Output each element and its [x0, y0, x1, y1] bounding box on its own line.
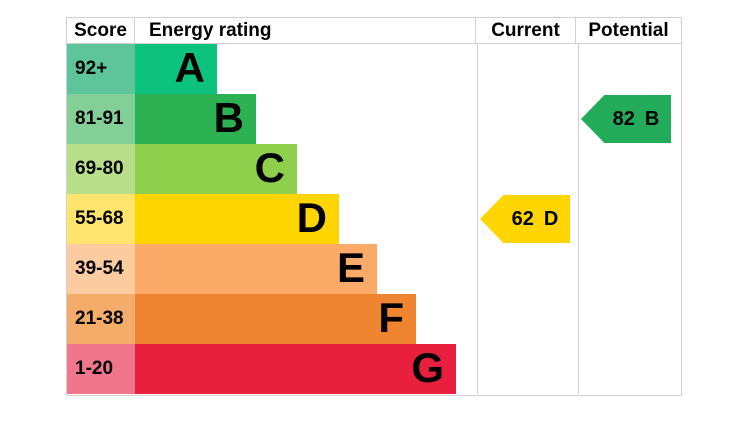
score-range-f: 21-38	[67, 294, 135, 344]
band-row-d: 55-68 D	[67, 194, 681, 244]
rating-letter-b: B	[213, 94, 244, 141]
rating-letter-e: E	[336, 244, 365, 291]
rating-letter-a: A	[174, 44, 205, 91]
rating-bar-b: B	[135, 94, 256, 144]
header-score: Score	[67, 18, 135, 44]
potential-rating-band: B	[644, 107, 660, 130]
rating-letter-f: F	[378, 294, 404, 341]
rating-letter-c: C	[254, 144, 285, 191]
potential-rating-value: 82	[612, 107, 635, 130]
band-row-g: 1-20 G	[67, 344, 681, 394]
band-row-b: 81-91 B	[67, 94, 681, 144]
rating-bar-a: A	[135, 44, 217, 94]
score-range-b: 81-91	[67, 94, 135, 144]
header-energy-rating: Energy rating	[135, 18, 476, 44]
header-current: Current	[476, 18, 576, 44]
current-rating-value: 62	[511, 207, 534, 230]
potential-column-divider	[578, 44, 579, 394]
rating-letter-g: G	[411, 344, 444, 391]
band-row-a: 92+ A	[67, 44, 681, 94]
score-range-g: 1-20	[67, 344, 135, 394]
rating-bar-f: F	[135, 294, 416, 344]
score-range-a: 92+	[67, 44, 135, 94]
epc-table: Score Energy rating Current Potential 92…	[66, 17, 682, 396]
score-range-d: 55-68	[67, 194, 135, 244]
band-row-e: 39-54 E	[67, 244, 681, 294]
band-row-f: 21-38 F	[67, 294, 681, 344]
table-body: 92+ A 81-91 B 69-80 C 55-68 D 39-54 E 21…	[67, 44, 681, 394]
current-rating-band: D	[543, 207, 559, 230]
header-potential: Potential	[588, 20, 669, 41]
rating-bar-c: C	[135, 144, 297, 194]
score-range-e: 39-54	[67, 244, 135, 294]
band-row-c: 69-80 C	[67, 144, 681, 194]
rating-bar-g: G	[135, 344, 456, 394]
rating-letter-d: D	[296, 194, 327, 241]
rating-bar-d: D	[135, 194, 339, 244]
score-range-c: 69-80	[67, 144, 135, 194]
rating-bar-e: E	[135, 244, 377, 294]
current-column-divider	[477, 44, 478, 394]
table-header: Score Energy rating Current Potential	[67, 18, 681, 44]
